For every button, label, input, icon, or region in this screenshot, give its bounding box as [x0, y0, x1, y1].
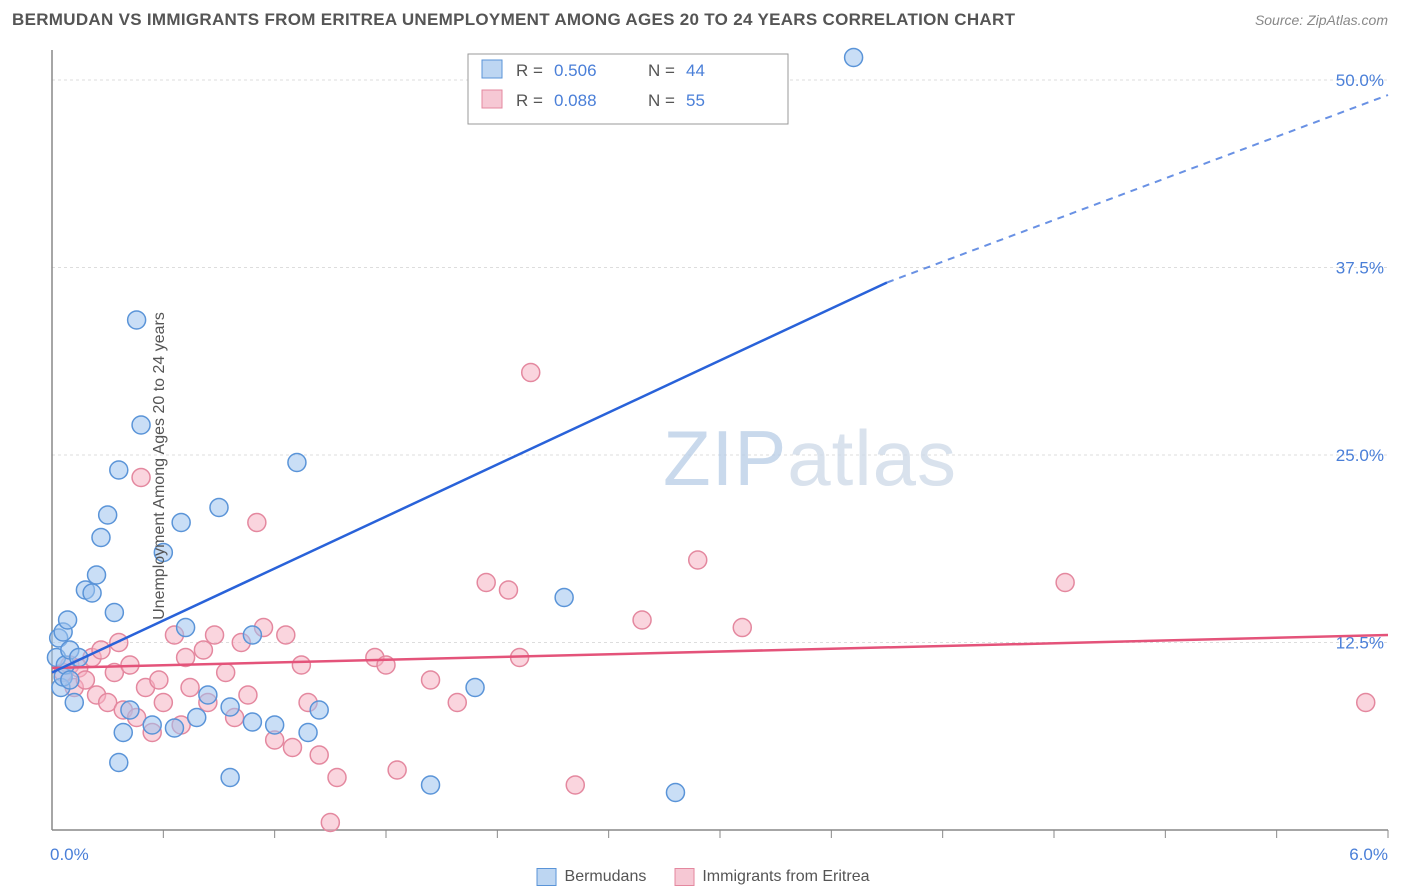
svg-text:37.5%: 37.5%	[1336, 259, 1384, 278]
swatch-icon	[674, 868, 694, 886]
svg-text:44: 44	[686, 61, 705, 80]
svg-text:25.0%: 25.0%	[1336, 446, 1384, 465]
svg-text:N =: N =	[648, 91, 675, 110]
bottom-legend: Bermudans Immigrants from Eritrea	[537, 868, 870, 886]
scatter-chart: 12.5%25.0%37.5%50.0%0.0%6.0%ZIPatlasR =0…	[0, 40, 1406, 892]
svg-text:ZIPatlas: ZIPatlas	[663, 414, 957, 502]
legend-item-eritrea: Immigrants from Eritrea	[674, 868, 869, 886]
legend-label: Bermudans	[565, 868, 647, 886]
chart-title: BERMUDAN VS IMMIGRANTS FROM ERITREA UNEM…	[12, 10, 1015, 30]
svg-text:0.088: 0.088	[554, 91, 597, 110]
svg-text:0.506: 0.506	[554, 61, 597, 80]
svg-text:50.0%: 50.0%	[1336, 71, 1384, 90]
header: BERMUDAN VS IMMIGRANTS FROM ERITREA UNEM…	[0, 0, 1406, 36]
source-label: Source: ZipAtlas.com	[1255, 12, 1388, 28]
svg-text:55: 55	[686, 91, 705, 110]
legend-label: Immigrants from Eritrea	[702, 868, 869, 886]
legend-item-bermudans: Bermudans	[537, 868, 647, 886]
y-axis-label: Unemployment Among Ages 20 to 24 years	[151, 312, 169, 620]
swatch-icon	[537, 868, 557, 886]
svg-text:6.0%: 6.0%	[1349, 845, 1388, 864]
svg-text:R =: R =	[516, 61, 543, 80]
svg-text:0.0%: 0.0%	[50, 845, 89, 864]
chart-area: Unemployment Among Ages 20 to 24 years 1…	[0, 40, 1406, 892]
svg-text:N =: N =	[648, 61, 675, 80]
svg-text:R =: R =	[516, 91, 543, 110]
